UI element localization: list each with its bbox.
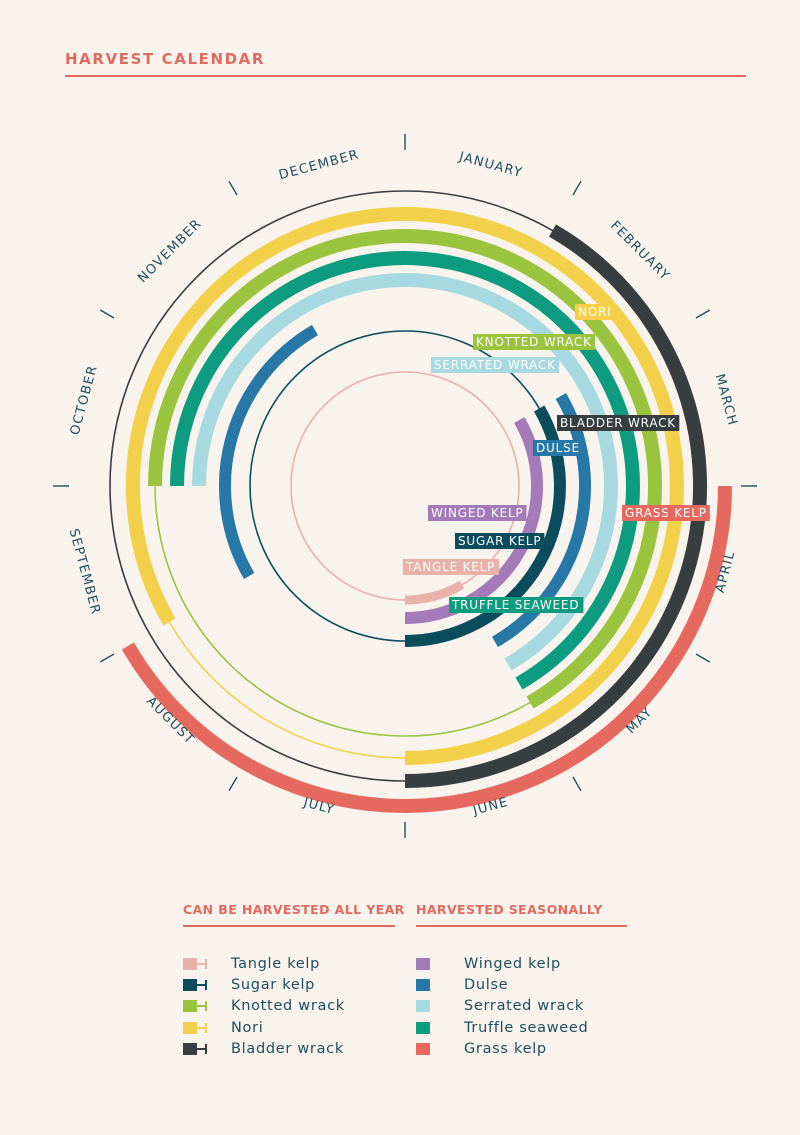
legend-label: Knotted wrack [231, 998, 345, 1015]
series-label-bg [431, 357, 560, 373]
season-arc [491, 393, 591, 648]
harvest-calendar-chart: JANUARYFEBRUARYMARCHAPRILMAYJUNEJULYAUGU… [53, 134, 757, 838]
month-label: NOVEMBER [135, 216, 205, 286]
series-label-bg [455, 533, 545, 549]
month-divider [99, 653, 115, 663]
color-swatch-icon [416, 1021, 430, 1034]
series-label: SERRATED WRACK [431, 357, 560, 373]
month-divider [572, 776, 582, 792]
line-swatch-icon [183, 1000, 213, 1013]
season-arc [404, 417, 543, 624]
series-label-bg [533, 440, 583, 456]
series-label-bg [428, 505, 527, 521]
legend-item: Bladder wrack [183, 1038, 345, 1059]
series-label: DULSE [533, 440, 583, 456]
series-label: GRASS KELP [622, 505, 710, 521]
season-arc [404, 580, 465, 605]
series-label: TRUFFLE SEAWEED [449, 597, 584, 613]
series-label-bg [557, 415, 680, 431]
legend-heading-seasonal: HARVESTED SEASONALLY [416, 902, 603, 917]
month-divider [228, 776, 238, 792]
legend-label: Tangle kelp [231, 955, 321, 972]
legend-list-all-year: Tangle kelp Sugar kelp Knotted wrack Nor… [183, 953, 345, 1059]
month-label: SEPTEMBER [66, 527, 103, 617]
legend-label: Truffle seaweed [464, 1019, 589, 1036]
series-label: WINGED KELP [428, 505, 527, 521]
month-label: JANUARY [457, 149, 525, 181]
month-divider [695, 309, 711, 319]
legend-item: Truffle seaweed [416, 1017, 588, 1038]
month-divider [99, 309, 115, 319]
series-label-bg [575, 304, 615, 320]
legend-rule-all-year [183, 925, 395, 927]
legend-item: Sugar kelp [183, 974, 345, 995]
legend-item: Tangle kelp [183, 953, 345, 974]
line-swatch-icon [183, 957, 213, 970]
legend-label: Grass kelp [464, 1040, 547, 1057]
series-label: SUGAR KELP [455, 533, 545, 549]
line-swatch-icon [183, 1042, 213, 1055]
month-divider [572, 180, 582, 196]
series-label-text: GRASS KELP [625, 506, 707, 520]
series-label-bg [449, 597, 584, 613]
series-label: KNOTTED WRACK [473, 334, 596, 350]
legend-rule-seasonal [416, 925, 627, 927]
month-divider [228, 180, 238, 196]
series-label-text: NORI [578, 305, 612, 319]
series-label-bg [622, 505, 710, 521]
series-label-text: TRUFFLE SEAWEED [451, 598, 579, 612]
series-label-text: TANGLE KELP [405, 560, 495, 574]
line-swatch-icon [183, 1021, 213, 1034]
month-label: DECEMBER [277, 147, 361, 183]
legend-label: Serrated wrack [464, 998, 584, 1015]
series-label-text: SUGAR KELP [458, 534, 541, 548]
legend-item: Nori [183, 1017, 345, 1038]
series-label: BLADDER WRACK [557, 415, 680, 431]
title-rule [65, 75, 746, 77]
page-title: HARVEST CALENDAR [65, 50, 266, 68]
line-swatch-icon [183, 978, 213, 991]
series-label-text: BLADDER WRACK [560, 416, 676, 430]
series-label-bg [403, 559, 500, 575]
color-swatch-icon [416, 978, 430, 991]
legend-label: Bladder wrack [231, 1040, 344, 1057]
series-label-bg [473, 334, 596, 350]
month-divider [695, 653, 711, 663]
month-label: OCTOBER [68, 363, 101, 436]
series-label-text: WINGED KELP [431, 506, 524, 520]
season-arc [126, 207, 684, 765]
series-label-text: KNOTTED WRACK [476, 335, 592, 349]
legend-item: Grass kelp [416, 1038, 588, 1059]
series-label-text: SERRATED WRACK [434, 358, 556, 372]
legend-label: Nori [231, 1019, 264, 1036]
legend-list-seasonal: Winged kelp Dulse Serrated wrack Truffle… [416, 953, 588, 1059]
month-label: MARCH [712, 372, 740, 427]
legend-label: Dulse [464, 976, 509, 993]
legend-label: Winged kelp [464, 955, 561, 972]
season-arc [170, 251, 640, 690]
legend-item: Serrated wrack [416, 996, 588, 1017]
season-arc [192, 273, 618, 671]
legend-heading-all-year: CAN BE HARVESTED ALL YEAR [183, 902, 405, 917]
legend-item: Winged kelp [416, 953, 588, 974]
season-arc [121, 485, 732, 813]
legend-item: Knotted wrack [183, 996, 345, 1017]
color-swatch-icon [416, 957, 430, 970]
season-arc [219, 324, 319, 579]
season-arc [404, 224, 707, 788]
series-label: TANGLE KELP [403, 559, 500, 575]
color-swatch-icon [416, 1000, 430, 1013]
legend-item: Dulse [416, 974, 588, 995]
legend-label: Sugar kelp [231, 976, 316, 993]
series-label-text: DULSE [536, 441, 580, 455]
series-label: NORI [575, 304, 615, 320]
color-swatch-icon [416, 1042, 430, 1055]
season-arc [148, 228, 662, 709]
